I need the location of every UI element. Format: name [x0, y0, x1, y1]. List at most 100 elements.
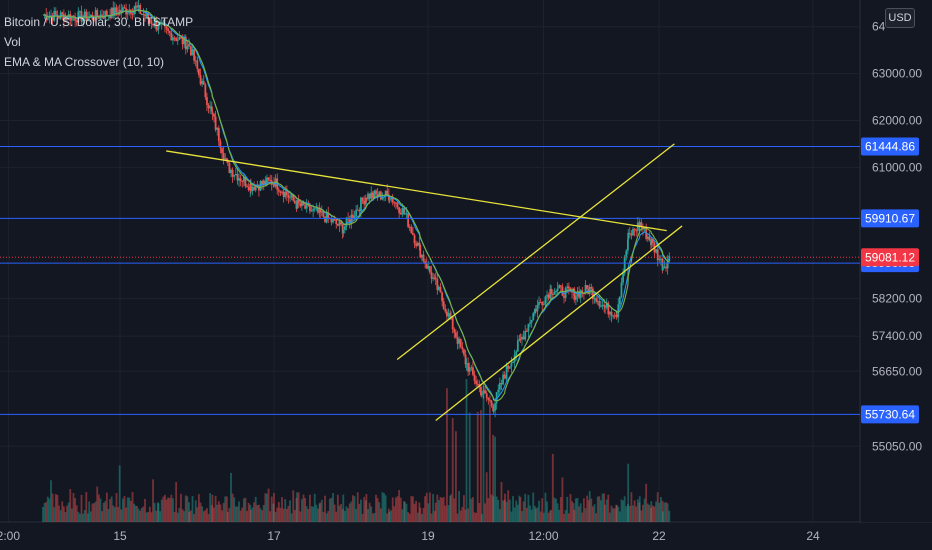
volume-bar [646, 503, 649, 522]
volume-bar [403, 501, 405, 522]
volume-bar [292, 490, 295, 522]
candle-body [45, 14, 48, 20]
volume-bar [653, 506, 656, 522]
volume-bar [365, 494, 368, 522]
volume-bar [563, 513, 565, 522]
candle-body [418, 242, 421, 246]
time-axis[interactable] [0, 523, 932, 550]
candle-body [376, 194, 379, 197]
volume-bar [463, 495, 465, 522]
candle-body [115, 7, 118, 13]
price-label-text: 59081.12 [865, 250, 915, 264]
volume-bar [305, 506, 308, 522]
candle-body [194, 60, 197, 62]
candle-body [172, 37, 174, 41]
trendline[interactable] [435, 225, 683, 421]
candle-body [666, 261, 669, 269]
volume-bar [396, 496, 399, 522]
trendline[interactable] [166, 150, 667, 232]
volume-bar [253, 502, 256, 522]
candle-body [476, 383, 479, 385]
volume-bar [539, 511, 542, 522]
volume-bar [538, 500, 540, 522]
volume-bar [638, 496, 641, 522]
candle-body [239, 178, 242, 182]
currency-button[interactable]: USD [885, 8, 915, 28]
candle-body [625, 250, 628, 257]
volume-bar [153, 502, 156, 522]
candle-body [277, 189, 280, 192]
price-tick-label: 56650.00 [872, 364, 922, 378]
candle-body [301, 201, 303, 207]
volume-bar [54, 494, 57, 522]
price-label-box[interactable] [861, 209, 919, 228]
candle-body [375, 190, 377, 195]
candle-body [603, 304, 606, 307]
volume-bar [415, 500, 418, 522]
candle-body [626, 239, 629, 251]
candle-body [137, 5, 140, 8]
candle-body [224, 158, 227, 160]
volume-bar [498, 509, 501, 522]
time-tick-label: 17 [267, 529, 281, 543]
candle-body [173, 37, 176, 39]
volume-bar [173, 511, 176, 522]
candle-body [533, 309, 536, 314]
candle-body [62, 14, 65, 22]
candle-body [371, 192, 374, 198]
volume-bar [595, 513, 598, 522]
candle-body [586, 285, 589, 289]
time-tick-label: 15 [113, 529, 127, 543]
volume-bar [430, 513, 433, 522]
volume-bar [521, 511, 523, 522]
trendline[interactable] [396, 143, 675, 361]
volume-bar [449, 495, 452, 522]
volume-bar [436, 494, 439, 522]
volume-bar [104, 501, 107, 522]
price-label-box[interactable] [861, 405, 919, 424]
candle-body [211, 111, 214, 114]
candle-body [558, 285, 561, 289]
volume-bar [512, 496, 514, 522]
volume-bar [404, 501, 406, 522]
price-label-box[interactable] [861, 248, 919, 267]
candle-body [668, 255, 671, 262]
candle-body [386, 190, 389, 195]
candle-body [648, 236, 651, 241]
volume-bar [475, 512, 478, 522]
volume-bar [584, 508, 587, 522]
candle-body [521, 336, 523, 340]
volume-bar [467, 508, 470, 522]
candle-body [660, 258, 662, 260]
candle-body [623, 256, 626, 274]
volume-bar [470, 498, 473, 522]
volume-bar [510, 511, 513, 522]
candle-body [628, 232, 631, 234]
volume-bar [67, 502, 70, 522]
volume-bar [199, 502, 202, 522]
volume-bar [340, 503, 342, 522]
volume-indicator-label[interactable]: Vol [4, 35, 21, 49]
candle-body [178, 37, 181, 40]
candle-body [612, 315, 615, 317]
candle-body [550, 288, 553, 295]
volume-bar [188, 511, 191, 522]
candle-body [559, 285, 562, 287]
candle-body [344, 226, 346, 230]
candle-body [468, 367, 471, 372]
price-label-box[interactable] [861, 137, 919, 156]
candle-body [419, 245, 422, 258]
volume-bar [485, 472, 488, 522]
volume-bar [645, 483, 648, 522]
volume-bar [427, 503, 430, 522]
volume-bar [480, 410, 482, 522]
volume-bar [72, 493, 75, 522]
candle-body [333, 218, 336, 220]
candle-body [94, 10, 97, 21]
price-tick-label: 58200.00 [872, 292, 922, 306]
symbol-title[interactable]: Bitcoin / U.S. Dollar, 30, BITSTAMP [4, 15, 194, 29]
ema-ma-indicator-label[interactable]: EMA & MA Crossover (10, 10) [4, 55, 165, 69]
volume-bar [425, 492, 428, 522]
candle-body [226, 160, 229, 164]
